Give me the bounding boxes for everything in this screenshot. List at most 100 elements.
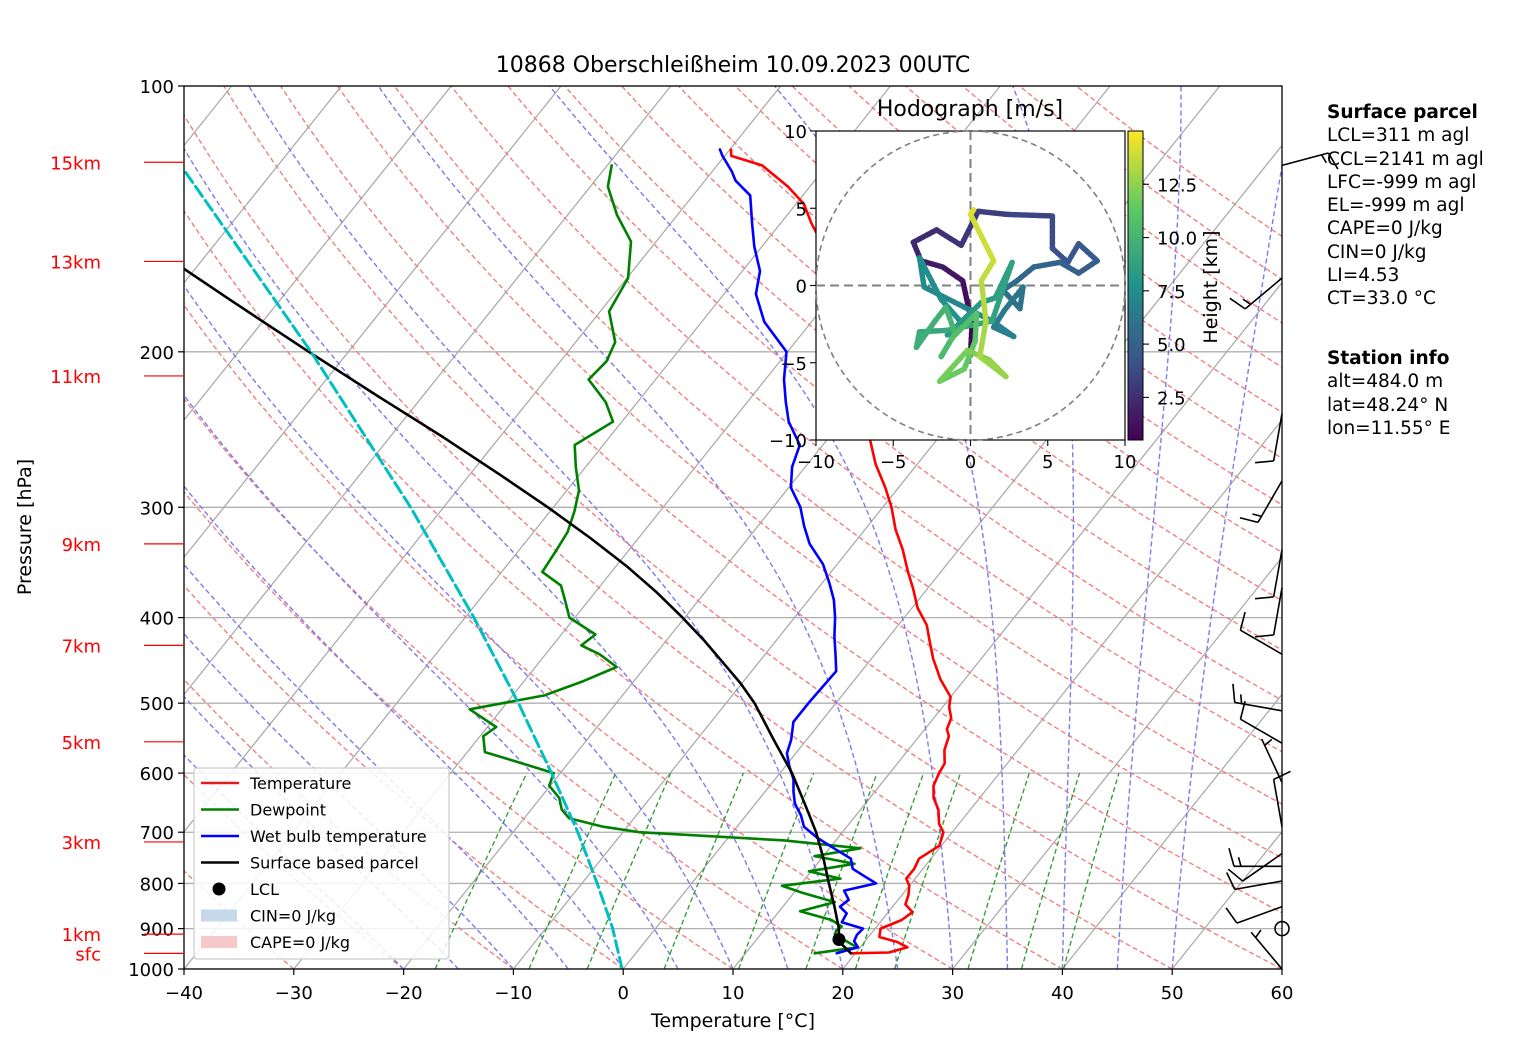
- wind-barb-half-feather: [1264, 738, 1273, 747]
- wind-barb-feather: [1254, 460, 1274, 464]
- y-tick-label: 300: [140, 498, 174, 519]
- wind-barb-feather: [1254, 596, 1274, 600]
- colorbar-tick-label: 10.0: [1157, 229, 1197, 250]
- hodograph-segment: [1001, 284, 1026, 313]
- colorbar-tick-label: 2.5: [1157, 388, 1186, 409]
- x-tick-label: 60: [1271, 983, 1294, 1004]
- series-wet-bulb-temperature: [718, 148, 878, 955]
- legend-label: Dewpoint: [250, 801, 326, 820]
- moist-adiabat: [1116, 86, 1182, 969]
- moist-adiabat: [184, 563, 569, 969]
- legend-swatch: [212, 882, 226, 896]
- station-latitude: lat=48.24° N: [1327, 394, 1449, 416]
- wind-barb-staff: [1236, 905, 1283, 924]
- hodograph-y-tick-label: −5: [780, 354, 807, 375]
- series-surface-based-parcel: [184, 267, 853, 955]
- hodograph-segment: [939, 264, 966, 284]
- chart-axes: Temperature [°C] Pressure [hPa] 10020030…: [14, 77, 1293, 1032]
- moist-adiabat: [184, 284, 734, 969]
- hodograph-y-tick-label: 10: [784, 122, 807, 143]
- wind-barb-half-feather: [1242, 298, 1252, 306]
- hodograph-segment: [1075, 258, 1100, 276]
- legend-label: LCL: [250, 880, 279, 899]
- hodograph-segment: [972, 310, 980, 344]
- x-tick-label: 50: [1161, 983, 1184, 1004]
- hodograph-segment: [1075, 241, 1100, 264]
- colorbar-label: Height [km]: [1200, 230, 1222, 343]
- dry-adiabat: [734, 86, 1282, 506]
- hodograph-segment: [975, 208, 1011, 218]
- moist-adiabat: [184, 147, 789, 969]
- height-label: 3km: [62, 833, 101, 854]
- wind-barb-staff: [1240, 629, 1283, 655]
- moist-adiabat: [184, 394, 679, 969]
- chart-title: 10868 Oberschleißheim 10.09.2023 00UTC: [496, 53, 971, 78]
- wind-barb-staff: [1250, 931, 1283, 970]
- isotherm-line: [622, 144, 1282, 969]
- mixing-ratio-line: [737, 772, 815, 969]
- hodograph-segment: [989, 318, 1017, 340]
- mixing-ratio-line: [663, 772, 745, 969]
- hodograph-segment: [989, 259, 1015, 324]
- x-tick-label: 40: [1051, 983, 1074, 1004]
- hodograph-y-tick-label: 5: [796, 199, 807, 220]
- mixing-ratio-line: [1063, 772, 1120, 969]
- hodograph-segment: [933, 227, 964, 249]
- series-mixing-line: [184, 169, 624, 969]
- hodograph-y-tick-label: −10: [769, 431, 807, 452]
- x-tick-label: −30: [275, 983, 313, 1004]
- height-label: 13km: [50, 252, 101, 273]
- hodograph-segment: [977, 353, 1009, 380]
- moist-adiabat: [184, 485, 624, 969]
- isotherm-line: [732, 281, 1282, 969]
- wind-barb-half-feather: [1252, 513, 1262, 518]
- mixing-ratio-line: [967, 772, 1030, 969]
- dry-adiabat: [450, 86, 1282, 753]
- hodograph-segment: [1014, 264, 1037, 284]
- dry-adiabat: [393, 86, 1282, 805]
- colorbar-tick-label: 12.5: [1157, 175, 1197, 196]
- wind-barb-staff: [1272, 587, 1283, 636]
- wind-barb-half-feather: [1239, 694, 1243, 704]
- wind-barb-half-feather: [1320, 154, 1328, 164]
- isotherm-line: [184, 86, 342, 284]
- moist-adiabat: [184, 632, 514, 969]
- wind-barb-feather: [1225, 872, 1236, 890]
- chart-series: [184, 148, 953, 969]
- isotherm-line: [184, 86, 452, 421]
- hodograph-x-tick-label: −5: [880, 452, 907, 473]
- wind-barb-feather: [1227, 868, 1244, 882]
- wind-barb-feather: [1239, 611, 1246, 631]
- height-label: 1km: [62, 925, 101, 946]
- wind-barb-staff: [1234, 701, 1283, 712]
- hodograph-segment: [943, 304, 958, 337]
- dry-adiabat: [184, 678, 514, 969]
- series-clip: [184, 148, 953, 969]
- wind-barb-feather: [1228, 848, 1235, 867]
- legend-label: Surface based parcel: [250, 854, 419, 873]
- wind-barb-staff: [1260, 738, 1283, 783]
- hodograph-segment: [921, 284, 968, 310]
- isotherm-line: [1061, 693, 1282, 969]
- legend-label: CAPE=0 J/kg: [250, 933, 350, 952]
- mixing-ratio-line: [528, 772, 617, 969]
- series-dewpoint: [468, 164, 862, 955]
- hodograph-segment: [961, 338, 978, 372]
- dry-adiabat: [791, 86, 1282, 460]
- hodograph-segment: [1057, 259, 1082, 276]
- hodograph-x-tick-label: 5: [1042, 452, 1053, 473]
- isotherm-line: [184, 86, 782, 833]
- x-axis-label: Temperature [°C]: [650, 1010, 815, 1032]
- isotherm-line: [952, 556, 1282, 969]
- hodograph-segment: [936, 347, 971, 385]
- x-tick-label: −20: [385, 983, 423, 1004]
- isotherm-line: [184, 86, 672, 696]
- hodograph-x-tick-label: 10: [1114, 452, 1137, 473]
- y-tick-label: 200: [140, 343, 174, 364]
- calm-wind-marker: [1274, 920, 1290, 937]
- moist-adiabat: [248, 86, 844, 969]
- moist-adiabat: [1171, 161, 1282, 969]
- colorbar-tick-label: 5.0: [1157, 335, 1186, 356]
- surface-parcel-cape: CAPE=0 J/kg: [1327, 218, 1443, 240]
- wind-barb-staff: [1234, 880, 1283, 891]
